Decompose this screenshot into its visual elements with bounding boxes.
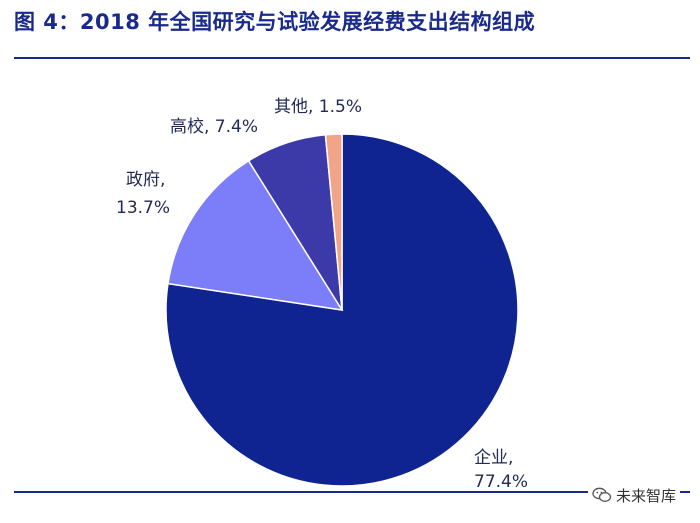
pie-slice-2 [167, 159, 344, 311]
watermark: 未来智库 [588, 484, 681, 506]
slice-label-value-1: 77.4% [474, 472, 528, 492]
slice-label-name-2: 政府, [126, 170, 165, 190]
slice-label-name-1: 企业, [474, 448, 513, 468]
slice-label-4: 其他, 1.5% [274, 97, 362, 117]
watermark-text: 未来智库 [616, 486, 677, 505]
slice-label-value-2: 13.7% [116, 198, 170, 218]
chart-title: 图 4：2018 年全国研究与试验发展经费支出结构组成 [14, 10, 536, 34]
slice-label-3: 高校, 7.4% [170, 117, 258, 137]
pie-slice-4 [324, 133, 343, 311]
wechat-icon [592, 487, 612, 502]
bottom-rule [14, 491, 690, 493]
top-rule [14, 57, 690, 59]
